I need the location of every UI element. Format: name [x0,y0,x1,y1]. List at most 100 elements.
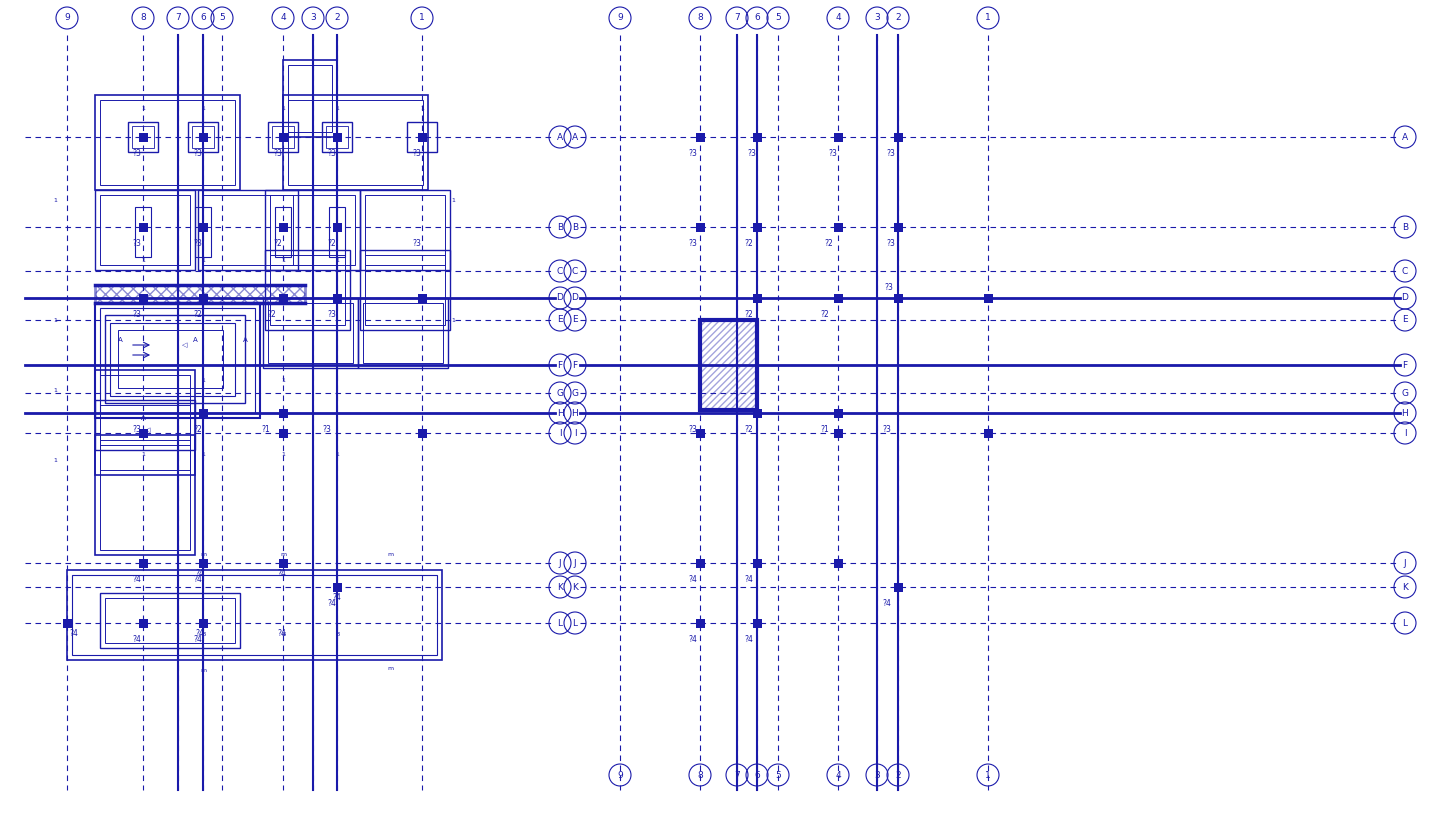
Bar [700,320,758,410]
Bar [333,223,342,232]
Bar [278,408,287,417]
Bar [408,122,438,152]
Text: I: I [1403,428,1406,437]
Bar [100,195,189,265]
Text: ?1: ?1 [261,425,270,434]
Text: ?4: ?4 [195,568,204,578]
Text: F: F [573,361,577,370]
Text: 1: 1 [281,257,286,262]
Text: K: K [557,582,563,592]
Text: 4: 4 [835,13,841,22]
Text: ?3: ?3 [687,425,697,434]
Text: 1: 1 [281,452,286,458]
Bar [326,126,349,148]
Text: J: J [558,559,561,568]
Bar [364,255,445,325]
Text: 8: 8 [697,13,703,22]
Text: ?4: ?4 [192,575,202,584]
Bar [139,559,148,568]
Text: 1: 1 [984,13,992,22]
Bar [752,408,762,417]
Bar [100,440,189,550]
Text: L: L [573,619,577,628]
Bar [95,285,306,303]
Bar [834,223,842,232]
Text: 1: 1 [420,106,423,111]
Text: 1: 1 [53,388,57,393]
Text: 1: 1 [141,452,145,458]
Bar [752,294,762,303]
Text: ?3: ?3 [327,310,336,319]
Text: B: B [334,633,339,638]
Bar [418,294,426,303]
Text: A: A [192,337,198,343]
Text: 2: 2 [334,13,340,22]
Bar [198,294,208,303]
Text: D: D [571,294,578,303]
Text: ?3: ?3 [687,239,697,248]
Bar [105,598,235,643]
Text: G: G [557,389,564,398]
Text: 3: 3 [310,13,316,22]
Text: 1: 1 [334,106,339,111]
Bar [100,100,235,185]
Text: 1: 1 [984,771,992,780]
Bar [894,294,903,303]
Text: J: J [1403,559,1406,568]
Bar [834,294,842,303]
Bar [139,294,148,303]
Text: ?4: ?4 [277,568,286,578]
Text: B: B [573,223,578,232]
Text: 1: 1 [281,378,286,383]
Bar [198,223,208,232]
Text: 7: 7 [735,13,740,22]
Text: H: H [557,408,564,417]
Text: ?2: ?2 [192,310,202,319]
Bar [100,405,189,445]
Bar [752,223,762,232]
Text: ◁: ◁ [182,342,188,348]
Text: 1: 1 [451,318,455,323]
Text: A: A [243,337,247,343]
Bar [270,255,344,325]
Text: ?2: ?2 [819,310,829,319]
Text: G: G [571,389,578,398]
Text: ?1: ?1 [819,425,829,434]
Text: 9: 9 [617,771,623,780]
Bar [135,207,151,257]
Text: ?4: ?4 [743,635,753,644]
Bar [100,593,240,648]
Text: 4: 4 [280,13,286,22]
Text: ?4: ?4 [195,629,204,638]
Text: ?4: ?4 [327,599,336,608]
Bar [894,133,903,142]
Bar [983,294,993,303]
Text: 1: 1 [201,452,205,458]
Bar [268,303,353,363]
Bar [139,428,148,437]
Bar [195,207,211,257]
Text: ?3: ?3 [321,425,331,434]
Bar [696,133,705,142]
Bar [276,207,291,257]
Text: ?3: ?3 [883,425,891,434]
Text: E: E [557,315,563,324]
Bar [265,250,350,330]
Bar [288,65,331,132]
Text: B: B [281,633,286,638]
Text: I: I [558,428,561,437]
Bar [128,122,158,152]
Text: ?4: ?4 [687,575,697,584]
Text: ?3: ?3 [885,149,895,158]
Text: m: m [280,553,286,558]
Text: m: m [199,553,207,558]
Text: 9: 9 [617,13,623,22]
Text: 1: 1 [419,13,425,22]
Bar [418,428,426,437]
Text: 8: 8 [697,771,703,780]
Text: ?2: ?2 [327,239,336,248]
Text: 5: 5 [775,771,781,780]
Text: C: C [557,266,563,276]
Text: 7: 7 [735,771,740,780]
Bar [198,133,208,142]
